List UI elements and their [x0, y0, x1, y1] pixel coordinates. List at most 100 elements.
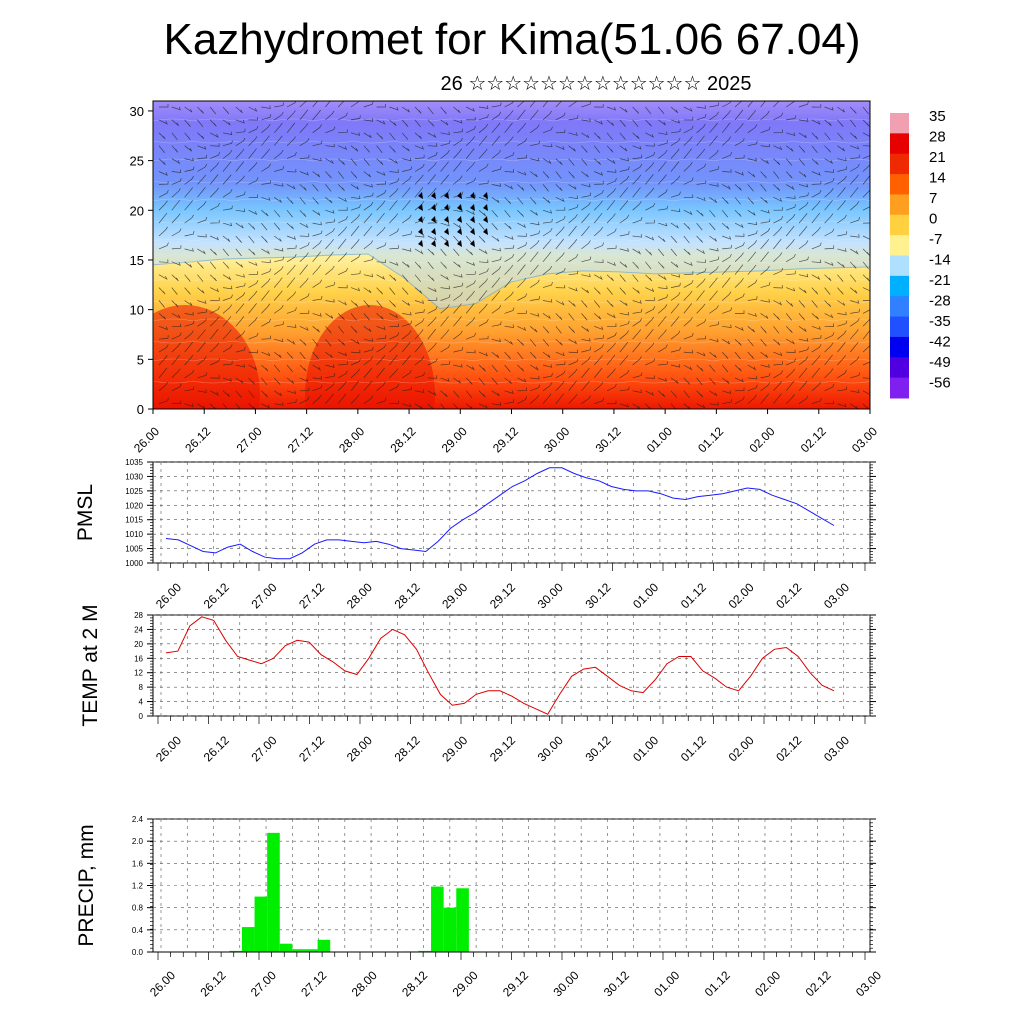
wind-barb [785, 313, 793, 321]
wind-barb [658, 205, 668, 211]
wind-barb [248, 248, 256, 256]
wind-barb [427, 342, 437, 353]
wind-barb [760, 372, 771, 379]
wind-barb [414, 318, 425, 327]
wind-barb [811, 313, 819, 320]
wind-barb [312, 394, 322, 404]
wind-barb [709, 305, 719, 314]
wind-barb [286, 245, 297, 250]
wind-barb [773, 393, 782, 404]
wind-barb [338, 112, 348, 121]
wind-barb [670, 303, 680, 314]
wind-barb [235, 148, 245, 159]
wind-barb [478, 303, 488, 314]
wind-barb [427, 316, 437, 327]
wind-barb [709, 235, 717, 242]
wind-barb [312, 124, 322, 134]
wind-barb [837, 341, 846, 353]
wind-barb [453, 175, 463, 185]
wind-barb [171, 188, 181, 198]
wind-barb [645, 403, 652, 409]
y-tick-label: 1.6 [132, 859, 144, 868]
wind-barb [158, 381, 169, 392]
wind-barb [171, 342, 181, 353]
wind-barb [402, 369, 412, 379]
wind-barb [235, 330, 246, 340]
wind-barb [632, 300, 642, 304]
wind-barb [210, 358, 220, 366]
wind-barb [517, 184, 525, 191]
wind-barb [440, 304, 450, 314]
wind-barb [798, 240, 809, 250]
wind-barb [210, 143, 220, 147]
wind-barb [504, 364, 511, 373]
wind-barb [222, 344, 233, 353]
wind-barb [606, 158, 616, 165]
wind-barb [273, 364, 281, 373]
wind-barb [824, 300, 832, 308]
wind-barb [478, 278, 488, 288]
wind-barb [683, 364, 693, 371]
wind-barb [222, 174, 232, 185]
wind-barb [184, 145, 193, 152]
wind-barb [389, 383, 400, 392]
wind-barb [158, 226, 168, 237]
wind-barb [325, 197, 333, 204]
wind-barb [798, 287, 807, 294]
wind-barb [197, 163, 208, 172]
wind-barb [645, 235, 655, 241]
wind-barb [798, 326, 807, 332]
wind-barb [376, 181, 387, 185]
wind-barb [376, 355, 386, 366]
wind-barb [798, 101, 809, 108]
wind-barb [722, 338, 731, 345]
wind-barb [222, 205, 233, 211]
wind-barb [389, 323, 399, 327]
wind-barb [811, 274, 821, 281]
wind-barb [171, 106, 181, 111]
x-tick-label: 27.00 [248, 968, 279, 999]
wind-barb [606, 323, 617, 327]
wind-barb [210, 219, 220, 224]
wind-barb [606, 178, 617, 185]
strong-wind-flag [470, 228, 475, 235]
wind-barb [389, 213, 399, 224]
wind-barb [786, 204, 797, 211]
wind-barb [593, 355, 603, 366]
wind-barb [363, 118, 374, 122]
wind-barb [837, 214, 847, 224]
wind-barb [645, 132, 655, 138]
wind-barb [811, 132, 819, 140]
wind-barb [786, 254, 796, 263]
wind-barb [811, 367, 821, 379]
wind-barb [517, 242, 528, 250]
wind-barb [606, 300, 614, 308]
wind-barb [837, 132, 844, 140]
wind-barb [517, 154, 527, 159]
wind-barb [222, 329, 232, 340]
wind-barb [824, 400, 834, 405]
wind-barb [184, 200, 193, 211]
wind-barb [286, 110, 296, 121]
wind-barb [619, 231, 630, 237]
wind-barb [478, 335, 489, 340]
wind-barb [696, 278, 706, 288]
wind-barb [709, 111, 719, 121]
wind-barb [158, 335, 169, 340]
wind-barb [453, 316, 462, 327]
wind-barb [722, 324, 732, 328]
wind-barb [645, 119, 652, 127]
wind-barb [606, 169, 617, 173]
wind-barb [248, 261, 258, 267]
wind-barb [657, 235, 666, 243]
y-tick-label: 1030 [125, 472, 143, 481]
wind-barb [491, 338, 501, 343]
wind-barb [414, 389, 425, 393]
wind-barb [632, 318, 643, 327]
wind-barb [440, 222, 450, 227]
wind-barb [721, 110, 731, 121]
wind-barb [504, 110, 514, 121]
wind-barb [773, 112, 784, 121]
wind-barb [184, 175, 194, 185]
wind-barb [337, 326, 345, 334]
